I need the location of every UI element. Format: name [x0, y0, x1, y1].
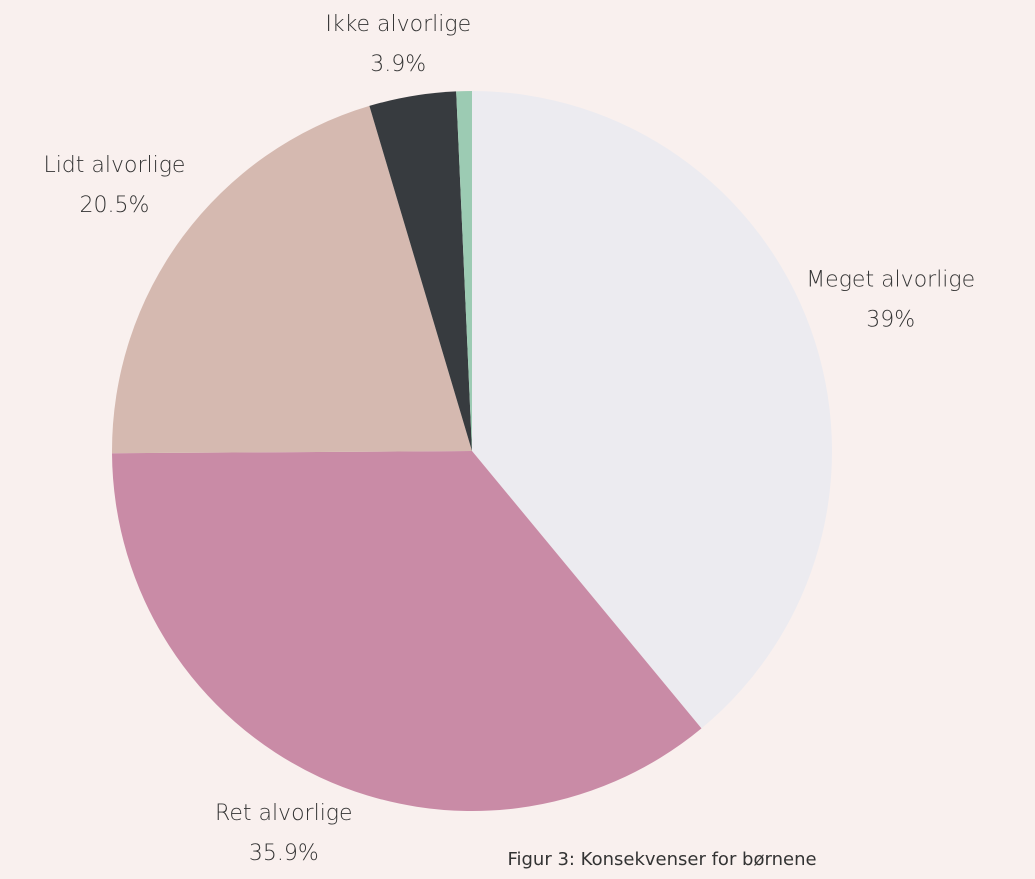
pie-slice: [112, 105, 472, 454]
pie-slice: [112, 451, 702, 811]
pie-slice: [472, 91, 832, 729]
pie-slice: [456, 91, 472, 451]
slice-value-label: 20.5%: [80, 193, 150, 218]
slice-value-label: 3.9%: [370, 52, 426, 77]
slice-label: Lidt alvorlige: [43, 153, 185, 178]
slice-label: Meget alvorlige: [806, 267, 975, 292]
pie-slice: [369, 91, 472, 451]
caption: Figur 3: Konsekvenser for børnene: [507, 849, 816, 870]
slice-label: Ret alvorlige: [215, 801, 353, 826]
slice-label: Ikke alvorlige: [325, 12, 471, 37]
slice-value-label: 35.9%: [249, 841, 319, 866]
slice-value-label: 39%: [866, 307, 915, 332]
